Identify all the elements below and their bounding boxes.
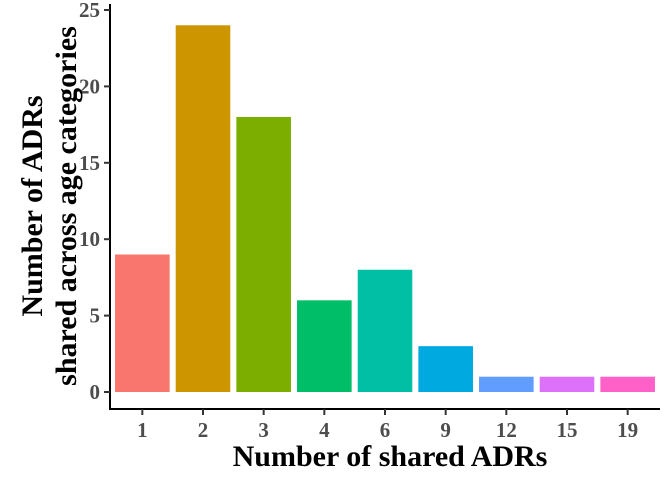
x-tick-label: 15 bbox=[557, 418, 578, 442]
x-tick-label: 1 bbox=[137, 418, 148, 442]
y-tick-label: 5 bbox=[90, 304, 101, 328]
bar-15 bbox=[539, 376, 595, 392]
y-tick-label: 10 bbox=[79, 227, 100, 251]
bar-6 bbox=[357, 269, 413, 392]
y-tick-label: 25 bbox=[79, 0, 100, 22]
bar-1 bbox=[115, 254, 170, 392]
bar-19 bbox=[600, 376, 655, 392]
x-tick-label: 9 bbox=[440, 418, 451, 442]
x-axis-title: Number of shared ADRs bbox=[233, 440, 548, 473]
x-tick-label: 2 bbox=[198, 418, 209, 442]
y-axis-title-line-1: Number of ADRs bbox=[16, 95, 49, 316]
y-tick-label: 20 bbox=[79, 74, 100, 98]
x-tick-label: 12 bbox=[496, 418, 517, 442]
x-tick-label: 3 bbox=[258, 418, 269, 442]
x-tick-label: 6 bbox=[380, 418, 391, 442]
y-axis: 0 5 10 15 20 25 bbox=[79, 0, 111, 409]
bar-9 bbox=[418, 346, 473, 392]
bar-2 bbox=[175, 25, 231, 393]
y-tick-label: 15 bbox=[79, 151, 100, 175]
x-axis: 1 2 3 4 6 9 12 15 19 bbox=[109, 408, 660, 442]
bar-3 bbox=[236, 116, 291, 393]
bars-group bbox=[115, 25, 655, 393]
bar-4 bbox=[297, 300, 352, 392]
y-axis-title-line-2: shared across age categories bbox=[50, 26, 83, 386]
x-tick-label: 4 bbox=[319, 418, 330, 442]
y-tick-label: 0 bbox=[90, 380, 101, 404]
x-tick-label: 19 bbox=[617, 418, 638, 442]
bar-12 bbox=[479, 376, 534, 392]
